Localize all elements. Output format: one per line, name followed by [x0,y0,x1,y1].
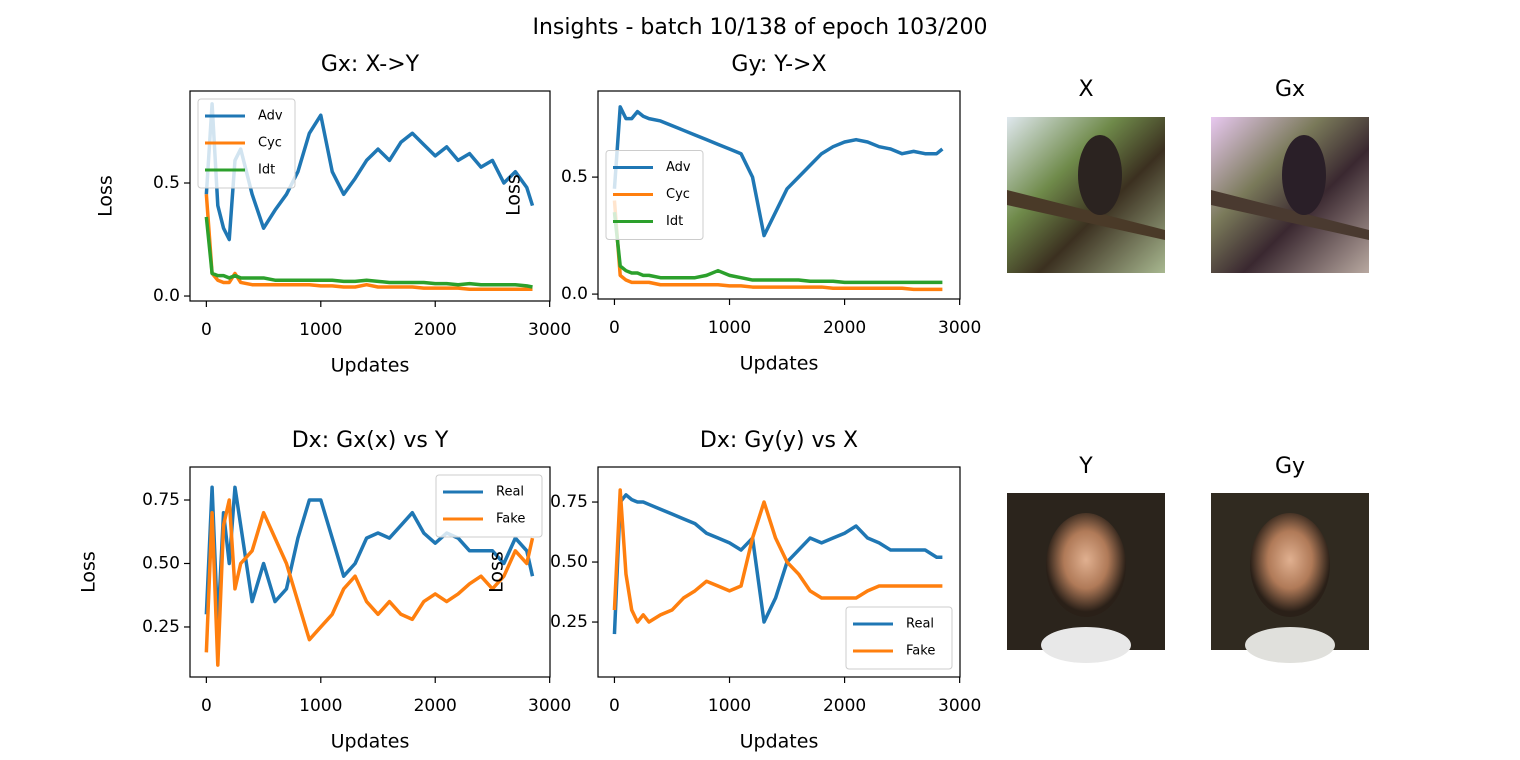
legend-label: Idt [666,214,683,229]
line-series [612,105,944,238]
y-axis-label: Loss [503,174,525,216]
x-axis-label: Updates [331,355,410,377]
image-detail [1211,190,1369,240]
image-panel: Y [1007,454,1165,663]
x-tick-label: 0 [201,696,212,716]
chart: Dx: Gy(y) vs X 0 1000 2000 3000 0.25 0.50 0.75 U… [486,428,982,753]
y-tick-label: 0.5 [561,167,588,187]
image-panel: Gx [1211,77,1369,273]
image-detail [1245,627,1335,663]
y-axis-label: Loss [78,551,100,593]
x-tick-label: 2000 [414,696,457,716]
x-tick-label: 3000 [528,696,571,716]
x-tick-label: 1000 [708,696,751,716]
image-detail [1046,513,1126,617]
y-axis-label: Loss [95,175,117,217]
legend-label: Cyc [666,187,690,202]
chart-title: Gx: X->Y [321,52,420,77]
legend-label: Fake [496,512,525,527]
image-panel: X [1007,77,1165,273]
line-series [612,212,943,285]
y-tick-label: 0.50 [550,552,588,572]
image-detail [1078,135,1122,215]
y-axis-label: Loss [486,551,508,593]
y-tick-label: 0.75 [550,492,588,512]
line-series [204,485,535,629]
image-detail [1041,627,1131,663]
chart-title: Dx: Gy(y) vs X [700,428,858,453]
image-detail [1007,190,1165,240]
legend: Real Fake [435,474,543,538]
legend: Adv Cyc Idt [605,150,704,240]
line-series [612,493,943,635]
legend-label: Real [906,617,934,632]
x-tick-label: 1000 [299,696,342,716]
legend-label: Idt [258,163,275,178]
figure-title: Insights - batch 10/138 of epoch 103/200 [532,15,987,40]
image-title: Gx [1275,77,1305,102]
image-panel: Gy [1211,454,1369,663]
legend-box [605,150,704,240]
x-tick-label: 0 [201,320,212,340]
legend: Real Fake [845,606,953,670]
axes-frame [189,90,551,302]
x-axis-label: Updates [740,731,819,753]
chart: Gy: Y->X 0 1000 2000 3000 0.0 0.5 Updates Loss Ad… [503,52,982,375]
chart: Gx: X->Y 0 1000 2000 3000 0.0 0.5 Updates Loss Ad… [95,52,572,377]
line-series [204,498,535,667]
x-tick-label: 1000 [299,320,342,340]
x-tick-label: 2000 [823,696,866,716]
y-tick-label: 0.0 [561,284,588,304]
y-tick-label: 0.0 [153,286,180,306]
legend-box [435,474,543,538]
x-tick-label: 2000 [823,318,866,338]
legend-label: Real [496,485,524,500]
y-tick-label: 0.25 [142,617,180,637]
image-title: Gy [1275,454,1305,479]
axes-frame [597,90,961,300]
x-tick-label: 3000 [938,696,981,716]
chart: Dx: Gx(x) vs Y 0 1000 2000 3000 0.25 0.50 0.75 U… [78,428,572,753]
y-tick-label: 0.75 [142,490,180,510]
line-series [612,200,943,292]
line-series [204,216,533,289]
x-tick-label: 0 [609,318,620,338]
legend-label: Adv [666,160,691,175]
image-detail [1250,513,1330,617]
x-tick-label: 2000 [414,320,457,340]
x-tick-label: 1000 [708,318,751,338]
x-axis-label: Updates [331,731,410,753]
x-tick-label: 0 [609,696,620,716]
chart-title: Dx: Gx(x) vs Y [292,428,449,453]
legend-label: Cyc [258,136,282,151]
axes-frame [189,466,551,678]
image-title: X [1078,77,1093,102]
y-tick-label: 0.50 [142,553,180,573]
legend-box [197,98,296,189]
x-axis-label: Updates [740,353,819,375]
y-tick-label: 0.5 [153,173,180,193]
legend-box [845,606,953,670]
legend: Adv Cyc Idt [197,98,296,189]
image-detail [1282,135,1326,215]
axes-frame [597,466,961,678]
line-series [612,488,943,624]
image-title: Y [1078,454,1093,479]
chart-title: Gy: Y->X [731,52,826,77]
x-tick-label: 3000 [938,318,981,338]
y-tick-label: 0.25 [550,612,588,632]
x-tick-label: 3000 [528,320,571,340]
legend-label: Fake [906,644,935,659]
legend-label: Adv [258,109,283,124]
